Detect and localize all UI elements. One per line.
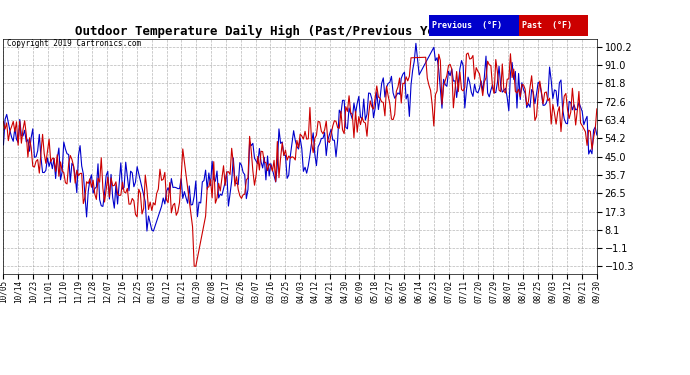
- Text: Previous  (°F): Previous (°F): [432, 21, 502, 30]
- Title: Outdoor Temperature Daily High (Past/Previous Year) 20191005: Outdoor Temperature Daily High (Past/Pre…: [75, 25, 525, 38]
- Text: Copyright 2019 Cartronics.com: Copyright 2019 Cartronics.com: [7, 39, 141, 48]
- Text: Past  (°F): Past (°F): [522, 21, 571, 30]
